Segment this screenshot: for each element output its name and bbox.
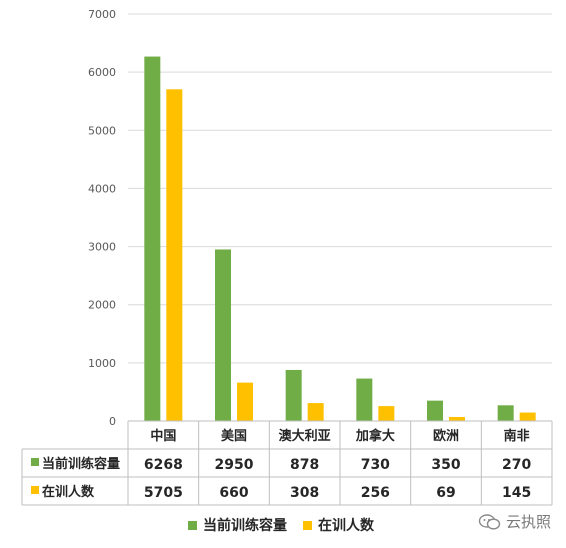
bar-capacity: [144, 56, 161, 421]
table-cell: 256: [361, 485, 390, 501]
x-category-label: 美国: [221, 428, 247, 444]
bar-capacity: [427, 400, 443, 421]
bar-trainees: [449, 416, 465, 421]
bar-trainees: [237, 382, 253, 421]
table-legend-swatch: [31, 486, 39, 494]
legend-item-trainees: 在训人数: [303, 515, 374, 535]
bars: [144, 56, 536, 422]
bar-capacity: [285, 369, 302, 421]
table-cell: 5705: [144, 485, 183, 501]
x-category-label: 欧洲: [433, 428, 459, 444]
x-category-label: 加拿大: [355, 428, 395, 444]
bar-capacity: [215, 249, 231, 421]
table-cell: 730: [361, 457, 390, 473]
legend-item-capacity: 当前训练容量: [188, 515, 287, 535]
y-tick-label: 7000: [88, 8, 116, 21]
bar-trainees: [519, 412, 536, 421]
watermark: 云执照: [478, 511, 551, 532]
table-cell: 270: [502, 457, 531, 473]
y-tick-label: 2000: [88, 299, 116, 312]
y-tick-label: 0: [109, 415, 116, 428]
x-category-label: 澳大利亚: [279, 428, 331, 444]
table-cell: 145: [502, 485, 531, 501]
table-legend-swatch: [31, 458, 39, 466]
legend-label-capacity: 当前训练容量: [203, 518, 287, 534]
legend: 当前训练容量 在训人数: [188, 515, 390, 535]
y-tick-label: 4000: [88, 182, 116, 195]
bar-capacity: [356, 378, 373, 421]
table-cell: 308: [290, 485, 319, 501]
table-cell: 2950: [215, 457, 254, 473]
table-cell: 69: [436, 485, 455, 501]
table-row-label: 当前训练容量: [42, 456, 120, 472]
bar-trainees: [166, 89, 183, 422]
bar-capacity: [497, 405, 514, 421]
wechat-icon: [478, 513, 501, 530]
y-tick-label: 3000: [88, 241, 116, 254]
y-tick-label: 1000: [88, 357, 116, 370]
x-category-label: 中国: [150, 428, 176, 444]
legend-swatch-capacity: [188, 520, 197, 530]
table-cell: 350: [431, 457, 460, 473]
legend-swatch-trainees: [303, 520, 312, 530]
legend-label-trainees: 在训人数: [318, 518, 374, 534]
bar-trainees: [307, 403, 324, 421]
y-tick-label: 5000: [88, 124, 116, 137]
table-cell: 878: [290, 457, 319, 473]
watermark-text: 云执照: [506, 513, 552, 531]
table-cell: 6268: [144, 457, 183, 473]
gridlines: [128, 13, 552, 364]
table-cell: 660: [219, 485, 248, 501]
y-axis-ticks: 0 1000 2000 3000 4000 5000 6000 7000: [88, 8, 116, 428]
bar-trainees: [378, 406, 395, 421]
table-row-label: 在训人数: [42, 484, 95, 500]
x-category-label: 南非: [504, 428, 530, 444]
y-tick-label: 6000: [88, 66, 116, 79]
